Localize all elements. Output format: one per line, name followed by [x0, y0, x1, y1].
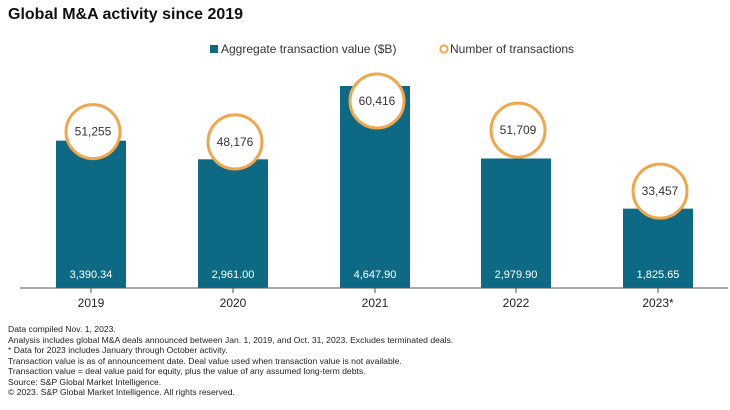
count-marker	[206, 113, 264, 171]
bar	[56, 140, 126, 288]
bar-value-label: 4,647.90	[354, 269, 397, 281]
legend-swatch-value	[210, 45, 218, 53]
footnote: Data compiled Nov. 1, 2023.	[8, 324, 116, 334]
footnotes: Data compiled Nov. 1, 2023. Analysis inc…	[8, 324, 453, 398]
footnote: * Data for 2023 includes January through…	[8, 345, 228, 355]
bar-value-label: 2,961.00	[212, 269, 255, 281]
bar	[198, 159, 268, 288]
chart-title: Global M&A activity since 2019	[8, 6, 244, 23]
legend-swatch-count	[439, 44, 449, 54]
count-label: 48,176	[217, 135, 254, 149]
x-tick-label: 2023*	[642, 296, 674, 310]
legend-label-value: Aggregate transaction value ($B)	[221, 42, 396, 56]
bar	[623, 208, 693, 288]
footnote: Source: S&P Global Market Intelligence.	[8, 376, 162, 387]
bar-value-label: 1,825.65	[637, 269, 680, 281]
footnote: Transaction value is as of announcement …	[8, 355, 402, 366]
count-marker	[489, 101, 547, 159]
x-tick-label: 2020	[220, 296, 247, 310]
count-label: 60,416	[359, 94, 396, 108]
count-marker	[631, 162, 689, 220]
chart-svg: Aggregate transaction value ($B) Number o…	[20, 42, 728, 310]
x-tick-label: 2022	[503, 296, 530, 310]
footnote: Analysis includes global M&A deals annou…	[8, 334, 454, 345]
count-marker	[348, 72, 406, 130]
count-marker	[64, 103, 122, 161]
count-label: 51,709	[500, 123, 537, 137]
bar	[481, 158, 551, 288]
x-tick-label: 2019	[78, 296, 105, 310]
bar-value-label: 3,390.34	[70, 269, 113, 281]
bar-value-label: 2,979.90	[495, 269, 538, 281]
legend-label-count: Number of transactions	[450, 42, 574, 56]
footnote: © 2023. S&P Global Market Intelligence. …	[8, 387, 235, 397]
x-tick-label: 2021	[362, 296, 389, 310]
footnote: Transaction value = deal value paid for …	[8, 366, 366, 376]
count-label: 51,255	[75, 125, 112, 139]
count-label: 33,457	[642, 184, 679, 198]
